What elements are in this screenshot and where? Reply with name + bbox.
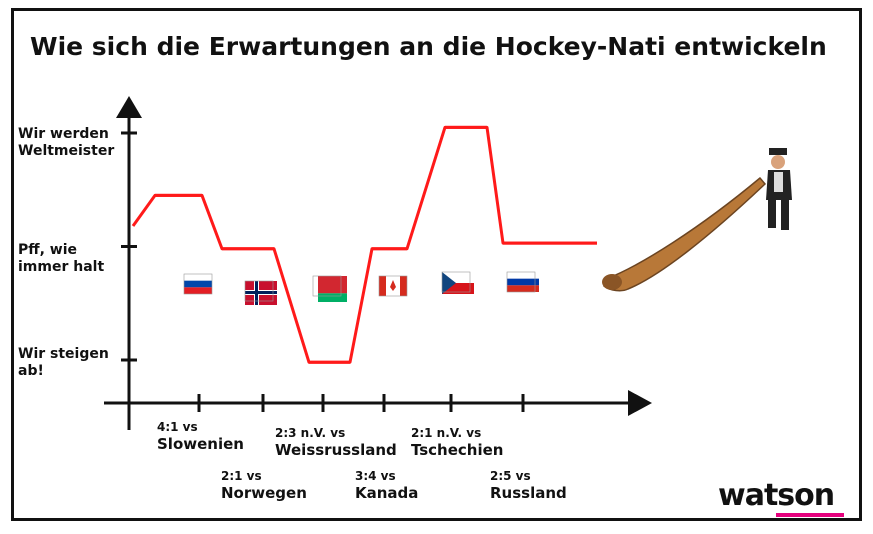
- slovenia-flag-icon: [183, 273, 213, 295]
- watson-logo: watson: [718, 478, 835, 513]
- y-label-bottom: Wir steigen ab!: [18, 346, 109, 380]
- y-label-bottom-line1: Wir steigen: [18, 346, 109, 362]
- match-opponent: Weissrussland: [275, 441, 397, 459]
- x-axis-arrow: [628, 390, 652, 416]
- alphorn-bell: [602, 274, 622, 290]
- match-score: 4:1 vs: [157, 420, 198, 434]
- norway-flag-icon: [244, 280, 277, 305]
- canada-flag-icon: [378, 275, 408, 297]
- match-label-belarus: 2:3 n.V. vs Weissrussland: [275, 423, 397, 459]
- player-shirt: [774, 172, 783, 192]
- y-label-bottom-line2: ab!: [18, 363, 44, 379]
- y-label-top: Wir werden Weltmeister: [18, 126, 114, 160]
- czechia-flag-icon: [441, 271, 474, 294]
- y-label-top-line1: Wir werden: [18, 126, 109, 142]
- player-leg-left: [768, 200, 776, 228]
- y-label-middle-line1: Pff, wie: [18, 242, 78, 258]
- chart-title: Wie sich die Erwartungen an die Hockey-N…: [30, 32, 827, 61]
- match-opponent: Russland: [490, 484, 567, 502]
- russia-flag-icon: [506, 271, 539, 293]
- y-label-top-line2: Weltmeister: [18, 143, 115, 159]
- y-axis-arrow: [116, 96, 142, 118]
- alphorn-player-illustration: [602, 148, 792, 292]
- match-score: 2:1 vs: [221, 469, 262, 483]
- series-line: [131, 125, 597, 364]
- match-opponent: Norwegen: [221, 484, 307, 502]
- watson-logo-underline: [776, 513, 844, 517]
- y-label-middle-line2: immer halt: [18, 259, 105, 275]
- match-score: 2:1 n.V. vs: [411, 426, 482, 440]
- chart-frame: [11, 8, 862, 521]
- match-label-slovenia: 4:1 vs Slowenien: [157, 417, 244, 453]
- match-label-norway: 2:1 vs Norwegen: [221, 466, 307, 502]
- player-leg-right: [781, 200, 789, 230]
- match-opponent: Slowenien: [157, 435, 244, 453]
- match-opponent: Tschechien: [411, 441, 504, 459]
- player-head: [771, 155, 785, 169]
- match-score: 3:4 vs: [355, 469, 396, 483]
- alphorn-icon: [603, 176, 767, 292]
- match-score: 2:3 n.V. vs: [275, 426, 346, 440]
- player-hat: [769, 148, 787, 155]
- match-score: 2:5 vs: [490, 469, 531, 483]
- belarus-flag-icon: [312, 275, 347, 302]
- axes: [104, 96, 652, 430]
- match-opponent: Kanada: [355, 484, 419, 502]
- match-label-canada: 3:4 vs Kanada: [355, 466, 418, 502]
- match-label-russia: 2:5 vs Russland: [490, 466, 567, 502]
- match-label-czechia: 2:1 n.V. vs Tschechien: [411, 423, 503, 459]
- y-label-middle: Pff, wie immer halt: [18, 242, 104, 276]
